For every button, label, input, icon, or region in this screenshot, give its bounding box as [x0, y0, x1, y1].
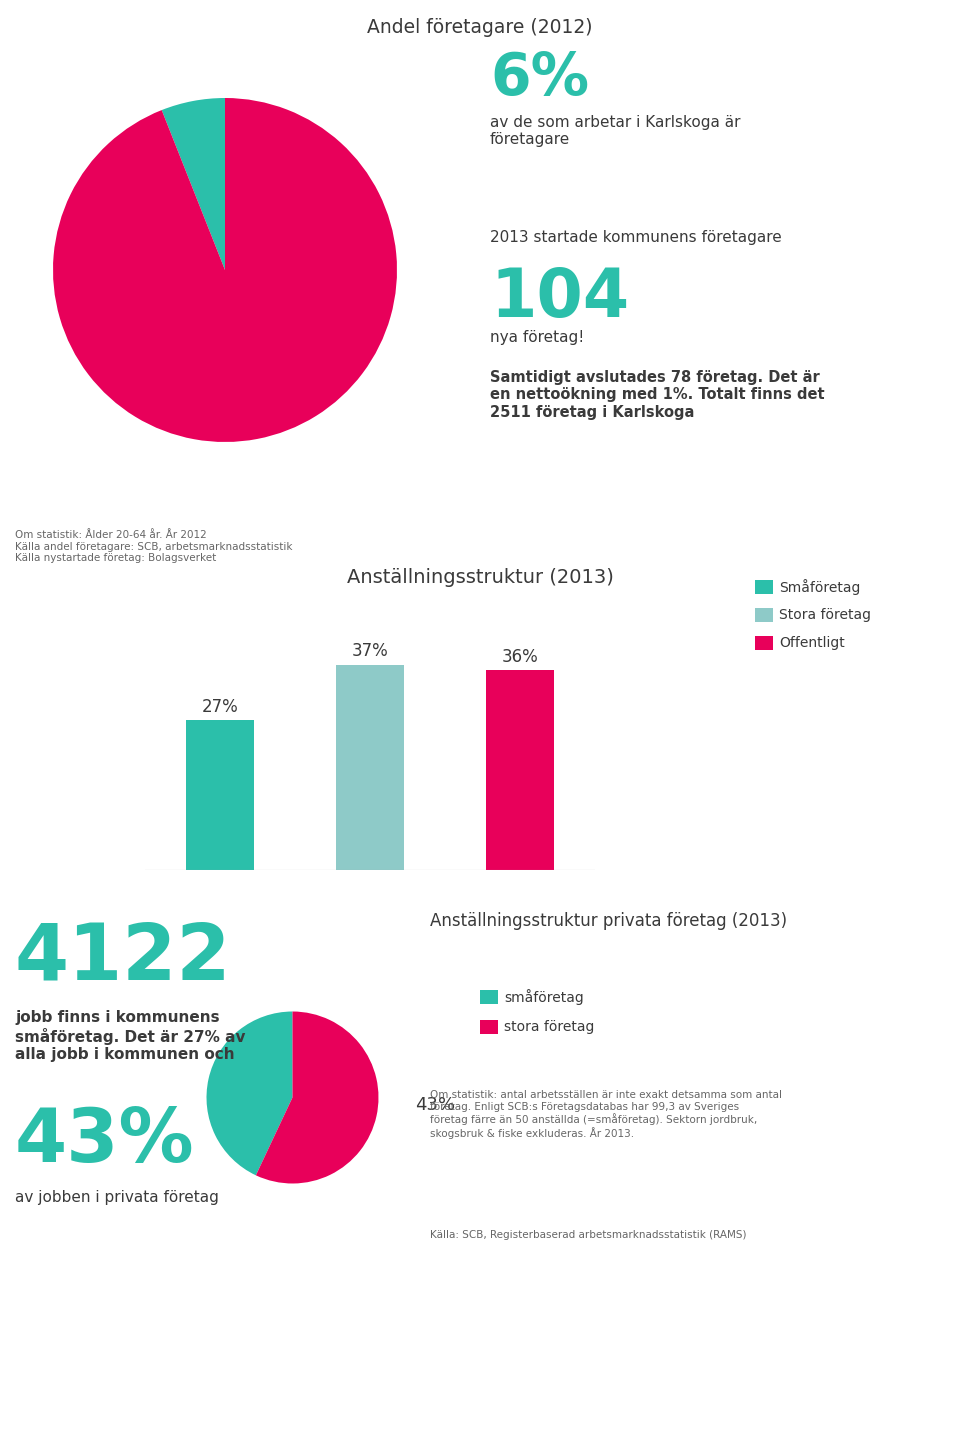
Text: Småföretag: Småföretag [779, 579, 860, 595]
Text: Källa: SCB, Registerbaserad arbetsmarknadsstatistik (RAMS): Källa: SCB, Registerbaserad arbetsmarkna… [430, 1230, 747, 1240]
Text: småföretag: småföretag [504, 989, 584, 1005]
Text: 37%: 37% [351, 642, 389, 661]
Text: Om statistik: Ålder 20-64 år. År 2012
Källa andel företagare: SCB, arbetsmarknad: Om statistik: Ålder 20-64 år. År 2012 Kä… [15, 530, 293, 563]
Text: av jobben i privata företag: av jobben i privata företag [15, 1191, 219, 1205]
Text: 43%: 43% [15, 1105, 195, 1178]
Text: Samtidigt avslutades 78 företag. Det är
en nettoökning med 1%. Totalt finns det
: Samtidigt avslutades 78 företag. Det är … [490, 370, 825, 420]
Text: jobb finns i kommunens
småföretag. Det är 27% av
alla jobb i kommunen och: jobb finns i kommunens småföretag. Det ä… [15, 1011, 246, 1063]
Bar [336, 665, 404, 870]
Text: Stora företag: Stora företag [779, 608, 871, 621]
Text: Om statistik: antal arbetsställen är inte exakt detsamma som antal
företag. Enli: Om statistik: antal arbetsställen är int… [430, 1090, 782, 1140]
Text: 4122: 4122 [15, 921, 231, 996]
Text: Anställningsstruktur privata företag (2013): Anställningsstruktur privata företag (20… [430, 912, 787, 929]
Text: Andel företagare (2012): Andel företagare (2012) [368, 17, 592, 36]
Text: nya företag!: nya företag! [490, 330, 585, 346]
Text: 6%: 6% [490, 49, 589, 107]
Bar [186, 720, 253, 870]
Wedge shape [53, 97, 397, 441]
Wedge shape [161, 97, 225, 270]
Wedge shape [206, 1012, 293, 1175]
Text: stora företag: stora företag [504, 1019, 594, 1034]
Bar [487, 671, 554, 870]
Text: 104: 104 [490, 266, 629, 331]
Wedge shape [256, 1012, 378, 1183]
Text: 43%: 43% [415, 1096, 455, 1114]
Text: 36%: 36% [502, 648, 539, 666]
Text: 27%: 27% [202, 698, 238, 716]
Text: av de som arbetar i Karlskoga är
företagare: av de som arbetar i Karlskoga är företag… [490, 115, 740, 148]
Text: Anställningsstruktur (2013): Anställningsstruktur (2013) [347, 568, 613, 587]
Text: 2013 startade kommunens företagare: 2013 startade kommunens företagare [490, 229, 781, 245]
Text: Offentligt: Offentligt [779, 636, 845, 650]
